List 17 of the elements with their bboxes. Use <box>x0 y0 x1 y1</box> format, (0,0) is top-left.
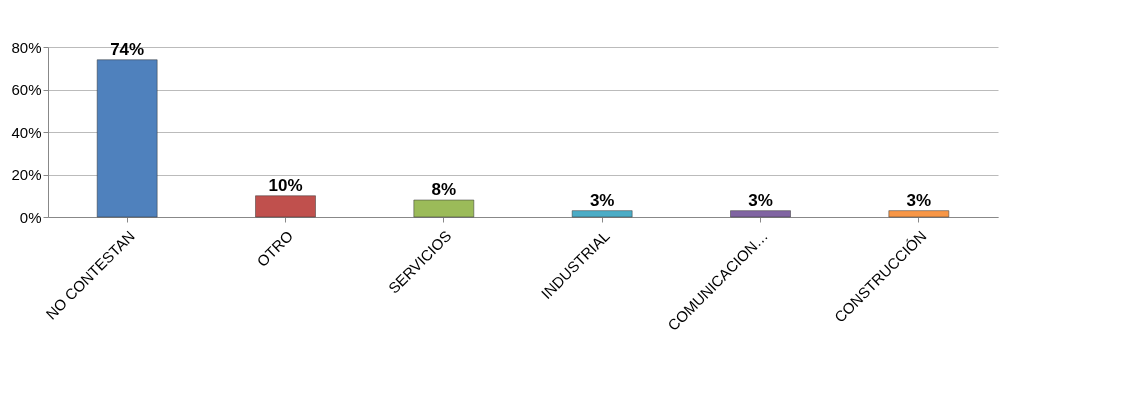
bar <box>255 195 316 218</box>
y-tick-label: 40% <box>11 123 42 141</box>
data-label: 10% <box>268 175 303 195</box>
y-tick-label: 20% <box>11 166 42 183</box>
data-label: 3% <box>748 190 773 210</box>
y-tick-label: 80% <box>11 38 42 56</box>
data-label: 74% <box>110 39 145 59</box>
y-tick-label: 0% <box>19 208 42 226</box>
bar <box>730 210 791 218</box>
bar <box>888 210 950 218</box>
data-label: 8% <box>431 180 457 199</box>
y-tick-label: 60% <box>11 81 42 98</box>
bar <box>96 59 158 218</box>
data-label: 3% <box>906 190 932 210</box>
bar <box>413 199 475 218</box>
data-label: 3% <box>589 190 615 210</box>
bar <box>571 210 633 218</box>
